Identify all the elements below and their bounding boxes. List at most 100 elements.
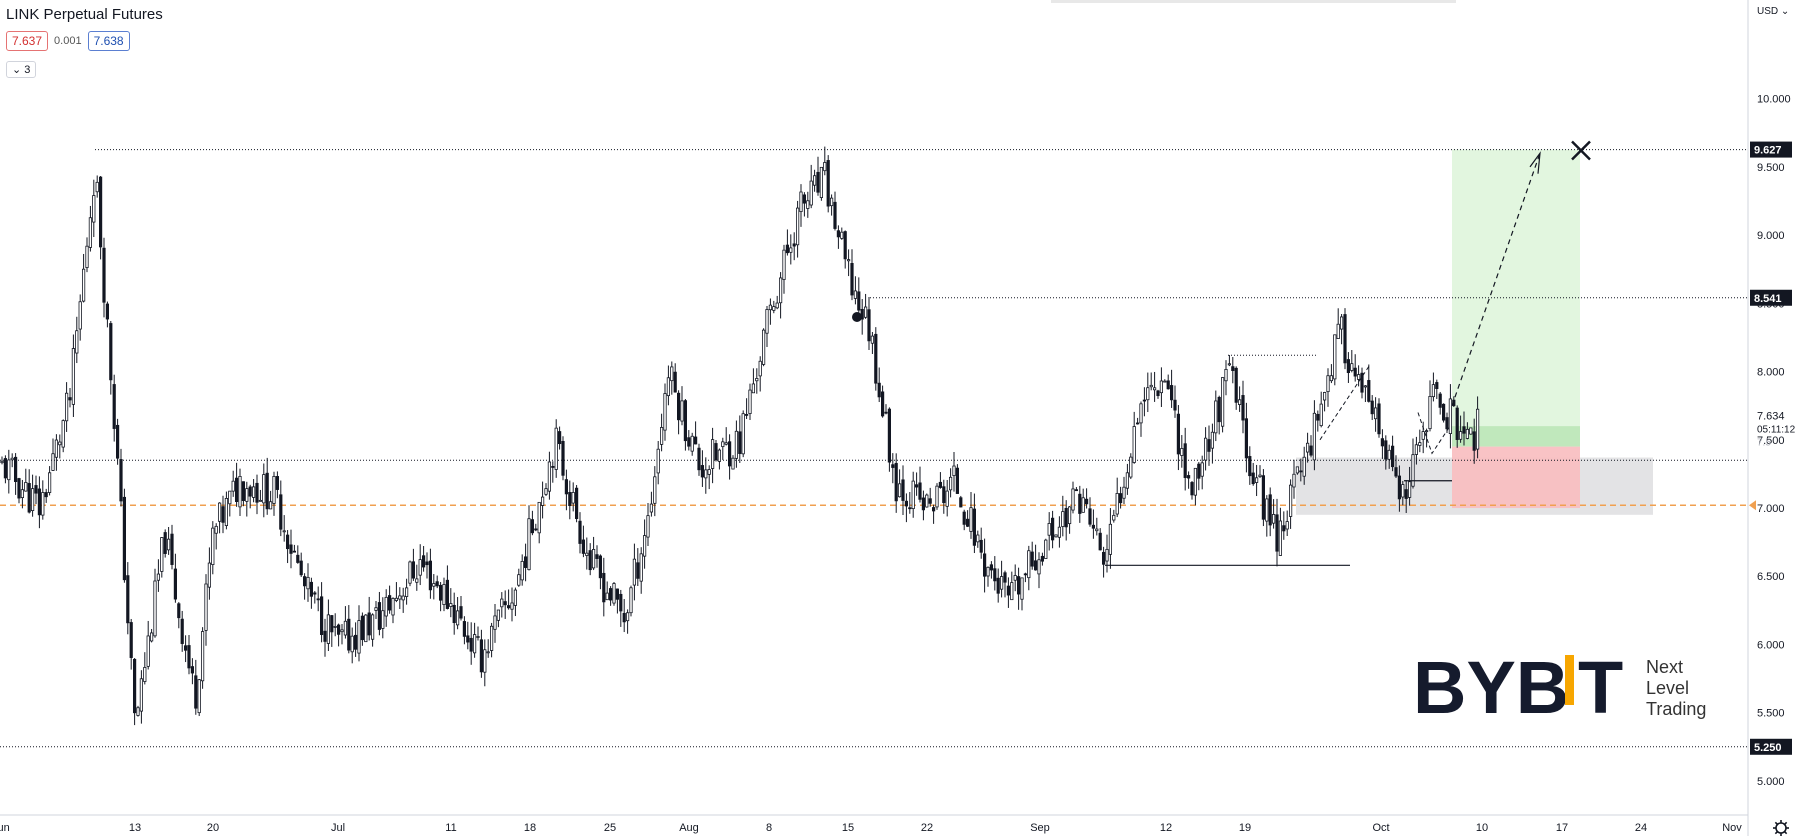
- candle-body: [1224, 368, 1228, 382]
- candle-body: [789, 247, 793, 253]
- candle-body: [268, 501, 273, 510]
- candle-body: [211, 527, 215, 566]
- candle-body: [1357, 374, 1361, 380]
- candle-body: [1350, 363, 1354, 371]
- candle-body: [20, 489, 25, 499]
- quote-row: 7.637 0.001 7.638: [6, 31, 130, 51]
- candle-body: [1047, 523, 1051, 536]
- candle-body: [459, 606, 463, 619]
- candle-body: [1125, 472, 1129, 489]
- candle-body: [1108, 523, 1112, 555]
- candle-body: [88, 217, 92, 248]
- candle-body: [1173, 399, 1177, 411]
- candle-body: [217, 502, 222, 522]
- candle-body: [48, 472, 52, 493]
- candle-body: [394, 597, 399, 601]
- symbol-title: LINK Perpetual Futures: [6, 6, 163, 23]
- candle-body: [415, 578, 419, 583]
- candle-body: [251, 486, 256, 498]
- candle-body: [1421, 431, 1425, 440]
- candle-body: [819, 166, 824, 198]
- candle-body: [680, 400, 684, 422]
- candle-body: [1292, 473, 1296, 488]
- candle-body: [1153, 387, 1157, 391]
- candle-body: [1187, 475, 1191, 479]
- sell-price-button[interactable]: 7.637: [6, 31, 49, 51]
- candle-body: [1442, 403, 1446, 421]
- candle-body: [0, 460, 4, 464]
- projection-arrowhead: [1529, 151, 1541, 174]
- x-tick-16: 17: [1556, 822, 1568, 834]
- candle-body: [510, 602, 514, 610]
- candle-body: [1139, 403, 1143, 424]
- candle-body: [881, 391, 885, 417]
- candle-body: [1217, 396, 1221, 423]
- candle-body: [806, 200, 810, 209]
- candle-body: [1278, 520, 1282, 556]
- candle-body: [207, 562, 211, 588]
- candle-body: [1343, 314, 1347, 364]
- candle-body: [479, 639, 484, 673]
- candle-body: [1020, 577, 1024, 600]
- candle-body: [979, 539, 983, 553]
- candle-body: [891, 464, 895, 468]
- candle-body: [1272, 514, 1276, 524]
- candle-body: [792, 243, 796, 247]
- candle-body: [520, 560, 524, 581]
- candle-body: [323, 630, 327, 642]
- candle-body: [544, 488, 548, 495]
- candle-body: [1163, 380, 1167, 383]
- candle-body: [326, 614, 331, 644]
- candle-body: [306, 576, 310, 590]
- candle-body: [874, 333, 878, 384]
- candle-body: [677, 392, 681, 421]
- price-marker-bg-2: [1750, 738, 1792, 755]
- candle-body: [449, 603, 453, 607]
- candle-body: [224, 498, 228, 526]
- buy-price-button[interactable]: 7.638: [87, 31, 130, 51]
- candle-body: [41, 492, 45, 516]
- candle-body: [340, 629, 344, 633]
- candle-body: [136, 707, 140, 716]
- candle-body: [564, 479, 569, 495]
- candle-body: [602, 572, 606, 603]
- candle-body: [421, 555, 426, 568]
- candle-body: [438, 584, 443, 601]
- candle-body: [466, 635, 470, 643]
- candle-body: [391, 598, 395, 616]
- candle-body: [1387, 449, 1391, 460]
- candle-body: [398, 595, 402, 600]
- candle-body: [1309, 445, 1313, 456]
- candle-body: [3, 458, 7, 479]
- candle-body: [360, 615, 365, 641]
- indicators-toggle[interactable]: ⌄ 3: [6, 61, 37, 78]
- x-tick-2: 20: [207, 822, 219, 834]
- candle-body: [802, 194, 807, 204]
- candle-body: [248, 486, 252, 497]
- candle-body: [1367, 380, 1371, 402]
- candle-body: [782, 249, 786, 280]
- candle-body: [153, 580, 157, 637]
- candle-body: [75, 330, 79, 354]
- price-marker-1: 8.541: [1754, 293, 1782, 305]
- candle-body: [554, 427, 558, 470]
- candle-body: [983, 553, 987, 577]
- candle-body: [1183, 443, 1187, 478]
- candle-body: [1027, 550, 1031, 579]
- tagline-line-1: Next: [1646, 657, 1683, 677]
- candle-body: [1234, 367, 1238, 403]
- y-tick-8: 6.000: [1757, 639, 1785, 651]
- candle-body: [653, 476, 657, 504]
- candle-body: [670, 366, 674, 382]
- candle-body: [1289, 484, 1293, 517]
- candle-body: [857, 291, 861, 311]
- candle-body: [126, 575, 130, 624]
- candle-body: [34, 485, 38, 494]
- candle-body: [61, 420, 65, 448]
- candle-body: [190, 666, 194, 674]
- candle-body: [435, 581, 439, 587]
- candle-body: [1285, 521, 1289, 530]
- candle-body: [918, 482, 922, 500]
- candle-body: [272, 476, 276, 504]
